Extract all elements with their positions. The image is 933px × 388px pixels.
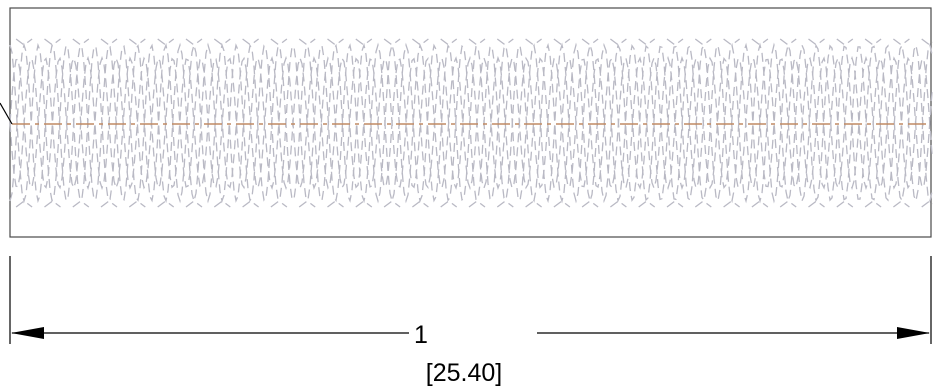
hidden-thread-crest-10 [72, 200, 90, 208]
hidden-thread-crest-31 [383, 38, 401, 46]
hidden-thread-crest-40 [496, 200, 514, 208]
hidden-thread-crest-16 [157, 200, 175, 208]
hidden-thread-crest-61 [808, 38, 825, 46]
hidden-thread-crest-51 [666, 38, 684, 46]
dimension-primary-text: 1 [414, 321, 428, 349]
hidden-thread-crest-18 [185, 200, 203, 208]
hidden-thread-crest-64 [836, 200, 854, 208]
hidden-thread-crest-14 [128, 200, 146, 208]
hidden-thread-crest-11 [100, 38, 118, 46]
hidden-thread-crest-7 [44, 38, 61, 46]
hidden-thread-crest-67 [893, 38, 910, 46]
hidden-thread-crest-13 [128, 38, 146, 46]
hidden-thread-crest-68 [893, 200, 910, 208]
hidden-thread-crest-69 [921, 38, 933, 46]
hidden-thread-crest-34 [412, 200, 429, 208]
hidden-thread-crest-32 [383, 200, 401, 208]
hidden-thread-crest-28 [327, 200, 344, 208]
hidden-thread-crest-6 [15, 200, 33, 208]
hidden-thread-crest-20 [213, 200, 231, 208]
hidden-thread-crest-55 [723, 38, 740, 46]
hidden-thread-crest-36 [440, 200, 458, 208]
leader-line [0, 102, 13, 125]
hidden-thread-crest-62 [808, 200, 825, 208]
hidden-thread-crest-56 [723, 200, 740, 208]
hidden-thread-crest-42 [525, 200, 542, 208]
hidden-thread-crest-9 [72, 38, 90, 46]
hidden-thread-crest-65 [864, 38, 882, 46]
hidden-thread-crest-53 [694, 38, 712, 46]
hidden-thread-crest-70 [921, 200, 933, 208]
hidden-thread-crest-26 [298, 200, 316, 208]
hidden-thread-crest-47 [610, 38, 627, 46]
hidden-thread-crest-21 [242, 38, 259, 46]
hidden-thread-crest-63 [836, 38, 854, 46]
hidden-thread-crest-12 [100, 200, 118, 208]
hidden-thread-crest-29 [355, 38, 373, 46]
hidden-thread-crest-22 [242, 200, 259, 208]
hidden-thread-crest-57 [751, 38, 769, 46]
arrowhead-right [897, 327, 930, 339]
hidden-thread-crest-17 [185, 38, 203, 46]
hidden-thread-crest-50 [638, 200, 656, 208]
hidden-thread-crest-39 [496, 38, 514, 46]
hidden-thread-crest-59 [779, 38, 797, 46]
hidden-thread-crest-8 [44, 200, 61, 208]
hidden-thread-lines [9, 38, 933, 208]
hidden-thread-line-2 [9, 42, 933, 204]
hidden-thread-crest-48 [610, 200, 627, 208]
hidden-thread-crest-54 [694, 200, 712, 208]
hidden-thread-crest-15 [157, 38, 175, 46]
hidden-thread-crest-58 [751, 200, 769, 208]
hidden-thread-crest-24 [270, 200, 288, 208]
hidden-thread-crest-30 [355, 200, 373, 208]
hidden-thread-crest-52 [666, 200, 684, 208]
dimension-secondary-text: [25.40] [426, 359, 502, 387]
hidden-thread-crest-19 [213, 38, 231, 46]
hidden-thread-crest-43 [553, 38, 571, 46]
arrowhead-left [11, 327, 44, 339]
hidden-thread-crest-45 [581, 38, 599, 46]
hidden-thread-line-4 [9, 55, 933, 191]
hidden-thread-crest-60 [779, 200, 797, 208]
hidden-thread-line-3 [9, 55, 933, 191]
hidden-thread-crest-41 [525, 38, 542, 46]
hidden-thread-crest-38 [468, 200, 486, 208]
hidden-thread-crest-49 [638, 38, 656, 46]
hidden-thread-crest-23 [270, 38, 288, 46]
hidden-thread-crest-33 [412, 38, 429, 46]
hidden-thread-crest-37 [468, 38, 486, 46]
hidden-thread-crest-66 [864, 200, 882, 208]
hidden-thread-crest-5 [15, 38, 33, 46]
hidden-thread-crest-44 [553, 200, 571, 208]
hidden-thread-crest-35 [440, 38, 458, 46]
hidden-thread-crest-25 [298, 38, 316, 46]
hidden-thread-crest-46 [581, 200, 599, 208]
hidden-thread-line-1 [9, 42, 933, 204]
hidden-thread-crest-27 [327, 38, 344, 46]
